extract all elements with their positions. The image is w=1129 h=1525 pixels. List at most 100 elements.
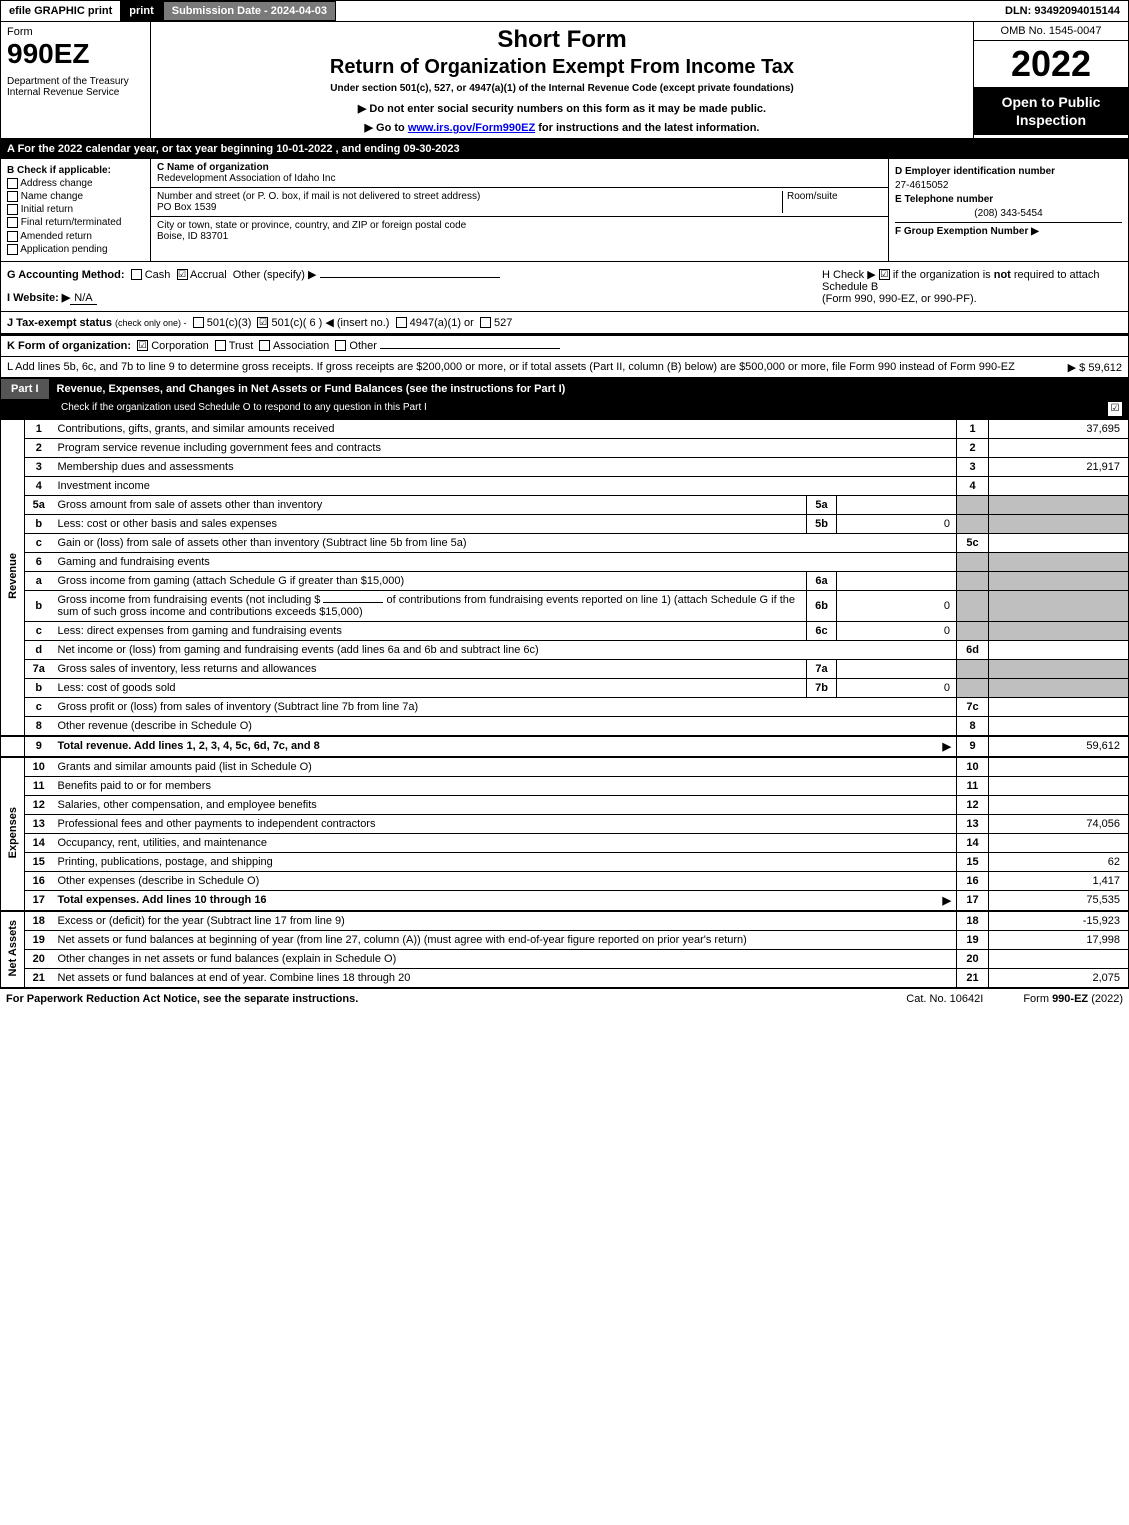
j-501c3: 501(c)(3): [207, 317, 252, 329]
efile-label: efile GRAPHIC print: [1, 2, 120, 20]
part-1-header: Part I Revenue, Expenses, and Changes in…: [0, 378, 1129, 400]
accrual-checkbox[interactable]: ☑: [177, 269, 188, 280]
line-5b: b Less: cost or other basis and sales ex…: [1, 514, 1129, 533]
b-label: B Check if applicable:: [7, 165, 144, 176]
line-2: 2 Program service revenue including gove…: [1, 438, 1129, 457]
line-12: 12 Salaries, other compensation, and emp…: [1, 795, 1129, 814]
address-change-label: Address change: [20, 178, 92, 189]
initial-return-label: Initial return: [21, 204, 73, 215]
part-1-sub: Check if the organization used Schedule …: [0, 400, 1129, 420]
line-20: 20 Other changes in net assets or fund b…: [1, 949, 1129, 968]
line-8: 8 Other revenue (describe in Schedule O)…: [1, 716, 1129, 736]
line-11: 11 Benefits paid to or for members 11: [1, 776, 1129, 795]
application-pending-checkbox[interactable]: [7, 244, 18, 255]
h-text1: H Check ▶: [822, 269, 879, 281]
j-527: 527: [494, 317, 512, 329]
k-other: Other: [349, 340, 377, 352]
line-6a: a Gross income from gaming (attach Sched…: [1, 571, 1129, 590]
initial-return-checkbox[interactable]: [7, 204, 18, 215]
j-501c-checkbox[interactable]: ☑: [257, 317, 268, 328]
other-specify-input[interactable]: [320, 277, 500, 278]
c-name-label: C Name of organization: [157, 162, 269, 173]
form-title: Return of Organization Exempt From Incom…: [159, 56, 965, 79]
name-change-label: Name change: [21, 191, 83, 202]
row-gh: G Accounting Method: Cash ☑ Accrual Othe…: [0, 262, 1129, 312]
j-sub: (check only one) -: [115, 318, 187, 328]
h-checkbox[interactable]: ☑: [879, 269, 890, 280]
line-17: 17 Total expenses. Add lines 10 through …: [1, 890, 1129, 911]
line-1: Revenue 1 Contributions, gifts, grants, …: [1, 420, 1129, 439]
j-4947-checkbox[interactable]: [396, 317, 407, 328]
revenue-side-label: Revenue: [1, 420, 25, 736]
h-not: not: [994, 269, 1011, 281]
street-value: PO Box 1539: [157, 202, 216, 213]
city-label: City or town, state or province, country…: [157, 220, 466, 231]
line-6c: c Less: direct expenses from gaming and …: [1, 621, 1129, 640]
line-13: 13 Professional fees and other payments …: [1, 814, 1129, 833]
irs-link[interactable]: www.irs.gov/Form990EZ: [408, 122, 535, 134]
part-1-title: Revenue, Expenses, and Changes in Net As…: [49, 379, 1128, 399]
amended-return-label: Amended return: [20, 231, 92, 242]
catalog-number: Cat. No. 10642I: [906, 993, 983, 1005]
net-assets-side-label: Net Assets: [1, 911, 25, 988]
line-18: Net Assets 18 Excess or (deficit) for th…: [1, 911, 1129, 931]
line-21: 21 Net assets or fund balances at end of…: [1, 968, 1129, 987]
part-1-label: Part I: [1, 379, 49, 399]
k-corp-checkbox[interactable]: ☑: [137, 340, 148, 351]
i-label: I Website: ▶: [7, 292, 70, 304]
section-c: C Name of organization Redevelopment Ass…: [151, 159, 888, 261]
line-14: 14 Occupancy, rent, utilities, and maint…: [1, 833, 1129, 852]
print-button[interactable]: print: [120, 1, 162, 21]
line-6: 6 Gaming and fundraising events: [1, 552, 1129, 571]
page-footer: For Paperwork Reduction Act Notice, see …: [0, 988, 1129, 1009]
j-label: J Tax-exempt status: [7, 317, 112, 329]
k-assoc: Association: [273, 340, 329, 352]
line-6b: b Gross income from fundraising events (…: [1, 590, 1129, 621]
telephone-value: (208) 343-5454: [895, 208, 1122, 219]
part-1-table: Revenue 1 Contributions, gifts, grants, …: [0, 420, 1129, 988]
ein-value: 27-4615052: [895, 180, 1122, 191]
telephone-label: E Telephone number: [895, 194, 993, 205]
accrual-label: Accrual: [190, 269, 227, 281]
city-value: Boise, ID 83701: [157, 231, 228, 242]
line-15: 15 Printing, publications, postage, and …: [1, 852, 1129, 871]
section-a: A For the 2022 calendar year, or tax yea…: [0, 139, 1129, 159]
amended-return-checkbox[interactable]: [7, 231, 18, 242]
under-section: Under section 501(c), 527, or 4947(a)(1)…: [159, 83, 965, 94]
j-501c: 501(c)( 6 ) ◀ (insert no.): [272, 317, 390, 329]
header-left: Form 990EZ Department of the Treasury In…: [1, 22, 151, 138]
line-16: 16 Other expenses (describe in Schedule …: [1, 871, 1129, 890]
line-5a: 5a Gross amount from sale of assets othe…: [1, 495, 1129, 514]
omb-number: OMB No. 1545-0047: [974, 22, 1128, 41]
j-4947: 4947(a)(1) or: [410, 317, 474, 329]
line-9: 9 Total revenue. Add lines 1, 2, 3, 4, 5…: [1, 736, 1129, 757]
line-7a: 7a Gross sales of inventory, less return…: [1, 659, 1129, 678]
name-change-checkbox[interactable]: [7, 191, 18, 202]
top-bar: efile GRAPHIC print print Submission Dat…: [0, 0, 1129, 22]
group-exemption-label: F Group Exemption Number ▶: [895, 226, 1039, 237]
org-name: Redevelopment Association of Idaho Inc: [157, 173, 335, 184]
form-header: Form 990EZ Department of the Treasury In…: [0, 22, 1129, 139]
info-block: B Check if applicable: Address change Na…: [0, 159, 1129, 262]
k-assoc-checkbox[interactable]: [259, 340, 270, 351]
k-trust-checkbox[interactable]: [215, 340, 226, 351]
k-other-checkbox[interactable]: [335, 340, 346, 351]
part-1-checkbox[interactable]: ☑: [1108, 402, 1122, 416]
cash-checkbox[interactable]: [131, 269, 142, 280]
street-label: Number and street (or P. O. box, if mail…: [157, 191, 480, 202]
ein-label: D Employer identification number: [895, 166, 1055, 177]
k-other-input[interactable]: [380, 348, 560, 349]
room-suite-label: Room/suite: [782, 191, 882, 213]
final-return-checkbox[interactable]: [7, 217, 18, 228]
line-4: 4 Investment income 4: [1, 476, 1129, 495]
header-center: Short Form Return of Organization Exempt…: [151, 22, 973, 138]
form-number: 990EZ: [7, 38, 144, 70]
contrib-input[interactable]: [323, 602, 383, 603]
address-change-checkbox[interactable]: [7, 178, 18, 189]
j-527-checkbox[interactable]: [480, 317, 491, 328]
irs-link-line: ▶ Go to www.irs.gov/Form990EZ for instru…: [159, 121, 965, 134]
k-label: K Form of organization:: [7, 340, 131, 352]
j-501c3-checkbox[interactable]: [193, 317, 204, 328]
link-post: for instructions and the latest informat…: [535, 122, 759, 134]
paperwork-notice: For Paperwork Reduction Act Notice, see …: [6, 993, 358, 1005]
